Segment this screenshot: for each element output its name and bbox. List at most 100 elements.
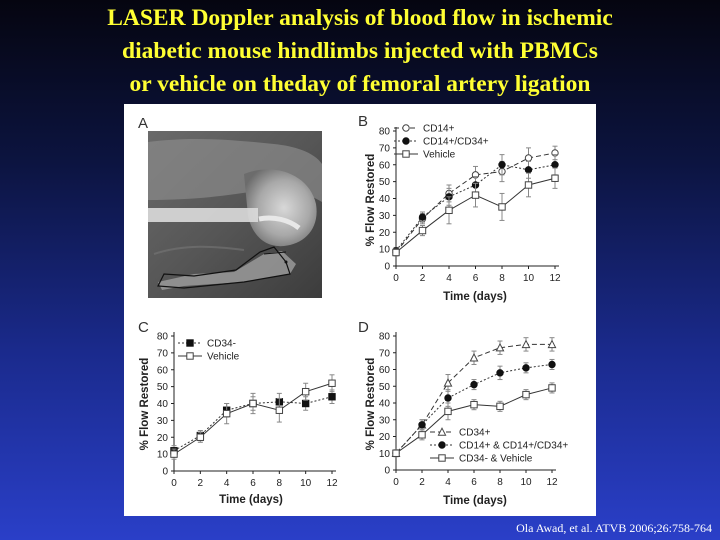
- panel-d-ytick-label: 30: [379, 415, 391, 426]
- panel-d-ylabel: % Flow Restored: [365, 358, 377, 451]
- panel-b-xtick-label: 10: [523, 273, 535, 284]
- panel-b-ytick-label: 60: [379, 160, 391, 171]
- panel-b-letter: B: [358, 113, 368, 130]
- panel-c-legend: CD34- Vehicle: [178, 339, 240, 363]
- panel-c-xtick-label: 12: [326, 478, 338, 489]
- panel-d-legend-marker: [438, 441, 446, 449]
- panel-d-ytick-label: 50: [379, 382, 391, 393]
- panel-b-ytick-label: 70: [379, 143, 391, 154]
- panel-c-series-1-point: [170, 450, 178, 458]
- panel-c-legend-marker: [186, 352, 194, 360]
- panel-b-series-1-point: [498, 161, 506, 169]
- panel-c-xtick-label: 6: [250, 478, 256, 489]
- panel-c-ytick-label: 0: [162, 467, 168, 478]
- panel-b-series-2-point: [418, 226, 427, 235]
- panel-b-axis-labels: Time (days) % Flow Restored: [365, 154, 507, 303]
- panel-b-series-1-point: [524, 166, 533, 174]
- panel-d-ytick-label: 70: [379, 348, 391, 359]
- panel-d-legend: CD34+ CD14+ & CD14+/CD34+ CD34- & Vehicle: [430, 427, 568, 465]
- panel-b-xtick-label: 4: [446, 273, 452, 284]
- panel-b-tick-labels: 0 2 4 6 8 10 12 0 10 20 30 40 50 60 70 80: [379, 127, 561, 285]
- panel-d-xlabel: Time (days): [443, 495, 507, 507]
- panel-d-tick-labels: 0 2 4 6 8 10 12 0 10 20 30 40 50 60 70 80: [379, 332, 558, 489]
- panel-c-ytick-label: 40: [157, 399, 169, 410]
- panel-c-series-1-point: [196, 433, 205, 441]
- panel-d-legend-label: CD34+: [459, 428, 491, 439]
- panel-b-ytick-label: 10: [379, 245, 391, 256]
- panel-b-xtick-label: 6: [473, 273, 479, 284]
- panel-c-series: [170, 374, 336, 460]
- panel-b-series-2-point: [498, 203, 506, 211]
- panel-d-series-2-point: [392, 449, 400, 457]
- panel-c-ytick-label: 50: [157, 382, 169, 393]
- slide-title: LASER Doppler analysis of blood flow in …: [0, 2, 720, 101]
- panel-c-series-1-point: [328, 379, 336, 387]
- panel-d-series-0-point: [521, 339, 531, 349]
- panel-b-legend-label: CD14+/CD34+: [423, 137, 489, 148]
- panel-c-xtick-label: 4: [224, 478, 230, 489]
- panel-c-ytick-label: 30: [157, 416, 169, 427]
- panel-b-series-1-point: [418, 213, 427, 221]
- panel-d-legend-label: CD14+ & CD14+/CD34+: [459, 441, 568, 452]
- panel-d-series-0-point: [495, 342, 505, 352]
- panel-b-ytick-label: 80: [379, 127, 391, 138]
- panel-b-ytick-label: 30: [379, 211, 391, 222]
- panel-d-xtick-label: 2: [419, 477, 425, 488]
- panel-d-ytick-label: 40: [379, 399, 391, 410]
- panel-d-series-0-point: [443, 378, 453, 387]
- panel-a: A: [138, 115, 322, 298]
- panel-d-series-2-point: [496, 402, 504, 411]
- panel-d-ytick-label: 0: [384, 466, 390, 477]
- panel-d-series-2-point: [548, 384, 556, 392]
- panel-b-series-2-point: [471, 191, 480, 199]
- panel-d-legend-marker: [438, 454, 446, 462]
- panel-c-series-1-point: [222, 409, 231, 418]
- title-line-1: LASER Doppler analysis of blood flow in …: [107, 5, 613, 31]
- panel-c-ytick-label: 60: [157, 365, 169, 376]
- panel-d-xtick-label: 8: [497, 477, 503, 488]
- panel-c-xlabel: Time (days): [219, 494, 283, 506]
- panel-b-ytick-label: 20: [379, 228, 391, 239]
- panel-b-legend-marker: [402, 124, 410, 132]
- panel-c-series-0-point: [301, 399, 310, 408]
- panel-d-series-1-point: [418, 421, 426, 429]
- panel-d-ytick-label: 80: [379, 332, 391, 343]
- panel-d-series-2-point: [418, 431, 426, 439]
- panel-d-legend-label: CD34- & Vehicle: [459, 454, 533, 465]
- hindlimb-photo: [148, 131, 322, 298]
- panel-d-xtick-label: 4: [445, 477, 451, 488]
- panel-d-series-2-point: [470, 400, 478, 409]
- panel-b-ylabel: % Flow Restored: [365, 154, 377, 247]
- panel-d-xtick-label: 12: [546, 477, 558, 488]
- figure-panel: A B 0 2 4 6 8 10 12 0 10 20 30 40 50 60 70 80 Time (day…: [124, 104, 596, 516]
- chart-panel-b: B 0 2 4 6 8 10 12 0 10 20 30 40 50 60 70 80 Time (days)…: [358, 113, 561, 303]
- chart-panel-c: C 0 2 4 6 8 10 12 0 10 20 30 40 50 60 70 80 Time (days)…: [138, 319, 338, 506]
- panel-b-xtick-label: 2: [420, 273, 426, 284]
- panel-c-series-1-point: [301, 387, 310, 396]
- panel-c-axis-labels: Time (days) % Flow Restored: [139, 358, 283, 506]
- panel-c-legend-label: Vehicle: [207, 352, 240, 363]
- panel-c-xtick-label: 8: [277, 478, 283, 489]
- panel-c-ytick-label: 80: [157, 332, 169, 343]
- panel-b-series-2-point: [551, 174, 559, 182]
- panel-b-legend-label: Vehicle: [423, 150, 456, 161]
- panel-c-legend-label: CD34-: [207, 339, 236, 350]
- panel-d-letter: D: [358, 319, 369, 336]
- panel-c-xtick-label: 2: [198, 478, 204, 489]
- panel-b-legend-marker: [402, 137, 410, 145]
- panel-d-series: [391, 337, 557, 458]
- title-line-3: or vehicle on theday of femoral artery l…: [129, 71, 591, 97]
- panel-c-ylabel: % Flow Restored: [139, 358, 151, 451]
- panel-b-series-0-point: [524, 154, 533, 162]
- panel-b-ytick-label: 50: [379, 177, 391, 188]
- panel-c-xtick-label: 10: [300, 478, 312, 489]
- panel-b-xtick-label: 0: [393, 273, 399, 284]
- panel-d-series-2-point: [522, 390, 530, 399]
- panel-d-ytick-label: 20: [379, 432, 391, 443]
- panel-c-series-0-point: [328, 393, 336, 401]
- panel-b-legend: CD14+ CD14+/CD34+ Vehicle: [394, 124, 489, 161]
- panel-d-ytick-label: 60: [379, 365, 391, 376]
- panel-c-ytick-label: 10: [157, 450, 169, 461]
- panel-d-series-1-point: [470, 380, 478, 389]
